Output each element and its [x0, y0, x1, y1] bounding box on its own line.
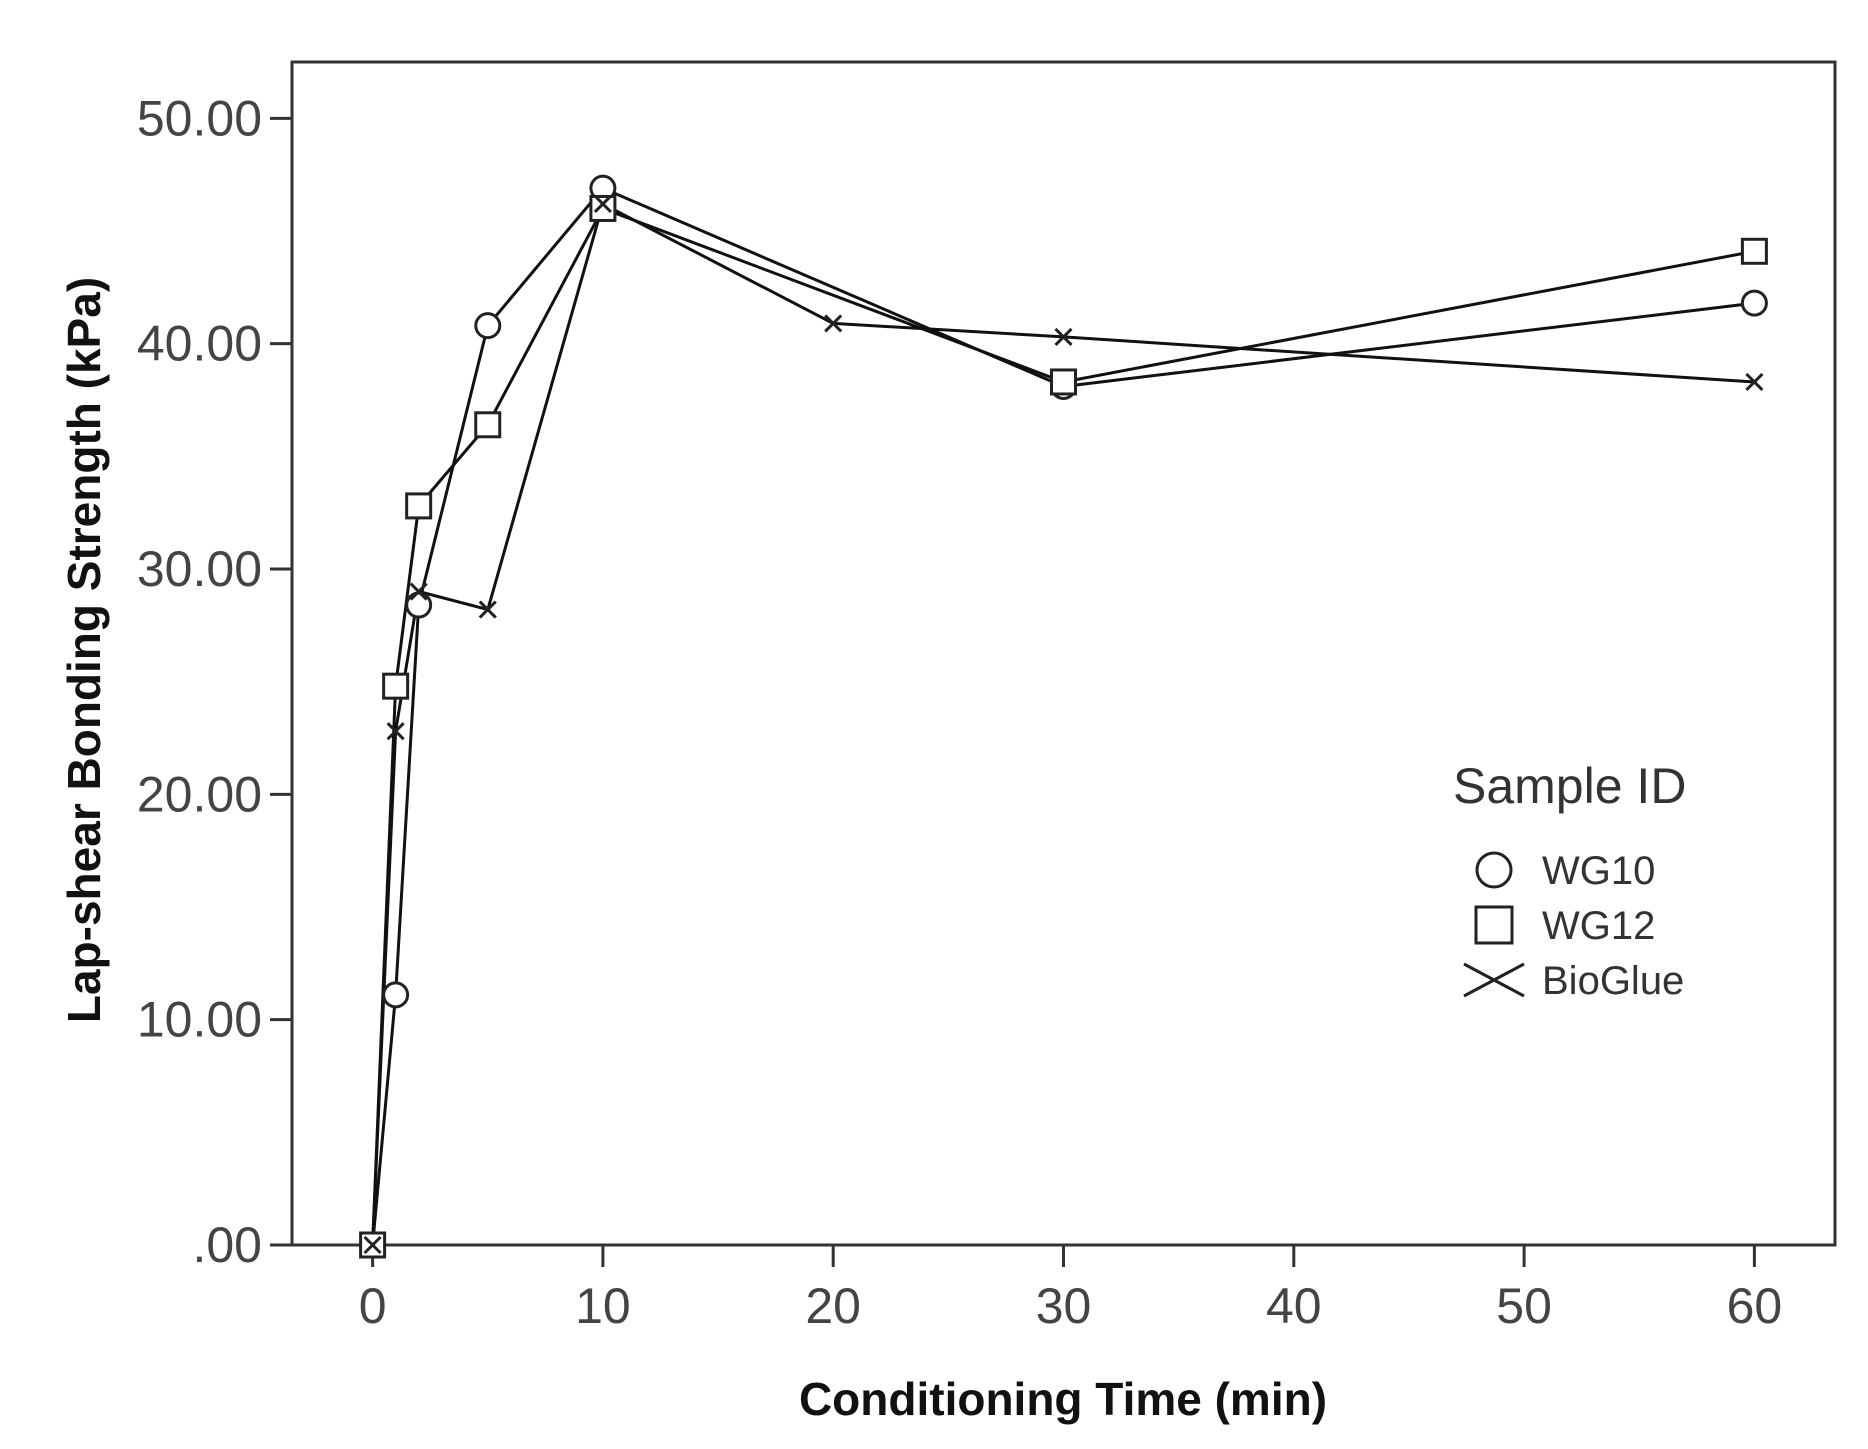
data-point-bioglue	[824, 314, 843, 333]
data-point-wg12	[1050, 368, 1077, 396]
y-tick-label: 20.00	[137, 766, 262, 822]
y-tick-label: 40.00	[137, 316, 262, 372]
series-line-bioglue	[371, 202, 1755, 1246]
data-point-wg10	[405, 591, 433, 619]
series-line-wg10	[371, 186, 1755, 1246]
x-tick-label: 0	[359, 1278, 387, 1334]
data-point-wg10	[474, 312, 502, 340]
y-tick-label: 50.00	[137, 90, 262, 146]
x-tick-label: 30	[1036, 1278, 1092, 1334]
y-tick-label: 30.00	[137, 541, 262, 597]
legend-label: WG10	[1542, 849, 1655, 893]
x-tick-label: 20	[805, 1278, 861, 1334]
legend-label: WG12	[1542, 904, 1655, 948]
data-point-bioglue	[409, 582, 428, 601]
x-axis-title: Conditioning Time (min)	[799, 1373, 1327, 1425]
series-markers	[359, 174, 1768, 1259]
data-point-bioglue	[478, 600, 497, 619]
series-lines	[371, 186, 1755, 1246]
x-tick-label: 10	[575, 1278, 631, 1334]
legend-items: WG10 WG12 BioGlue	[1463, 849, 1684, 1003]
data-point-bioglue	[593, 194, 612, 214]
data-point-wg12	[474, 411, 502, 439]
series-line-wg12	[371, 207, 1755, 1246]
y-axis: .00 10.00 20.00 30.00 40.00 50.00	[137, 90, 292, 1273]
data-point-wg10	[1740, 289, 1768, 317]
legend-square-icon	[1474, 905, 1514, 945]
legend-item-bioglue: BioGlue	[1463, 959, 1684, 1003]
x-axis: 0 10 20 30 40 50 60	[359, 1245, 1783, 1334]
x-tick-label: 40	[1266, 1278, 1322, 1334]
data-point-bioglue	[1745, 372, 1764, 392]
legend-item-wg10: WG10	[1475, 849, 1655, 893]
y-tick-label: .00	[192, 1217, 262, 1273]
legend-label: BioGlue	[1542, 959, 1684, 1003]
y-tick-label: 10.00	[137, 992, 262, 1048]
legend: Sample ID WG10 WG12 BioGlue	[1453, 758, 1686, 1003]
data-point-wg12	[589, 194, 617, 222]
data-point-wg12	[1740, 237, 1768, 265]
data-point-bioglue	[386, 722, 405, 741]
plot-frame	[290, 60, 1837, 1247]
data-point-wg12	[405, 492, 433, 520]
legend-title: Sample ID	[1453, 758, 1686, 814]
data-point-wg12	[382, 672, 410, 700]
legend-item-wg12: WG12	[1474, 904, 1655, 948]
data-point-wg10	[382, 981, 410, 1009]
legend-x-icon	[1463, 962, 1525, 998]
y-axis-title: Lap-shear Bonding Strength (kPa)	[58, 277, 110, 1023]
data-point-bioglue	[363, 1235, 382, 1255]
x-tick-label: 50	[1496, 1278, 1552, 1334]
x-tick-label: 60	[1727, 1278, 1783, 1334]
legend-circle-icon	[1475, 851, 1513, 889]
data-point-bioglue	[1054, 327, 1073, 346]
